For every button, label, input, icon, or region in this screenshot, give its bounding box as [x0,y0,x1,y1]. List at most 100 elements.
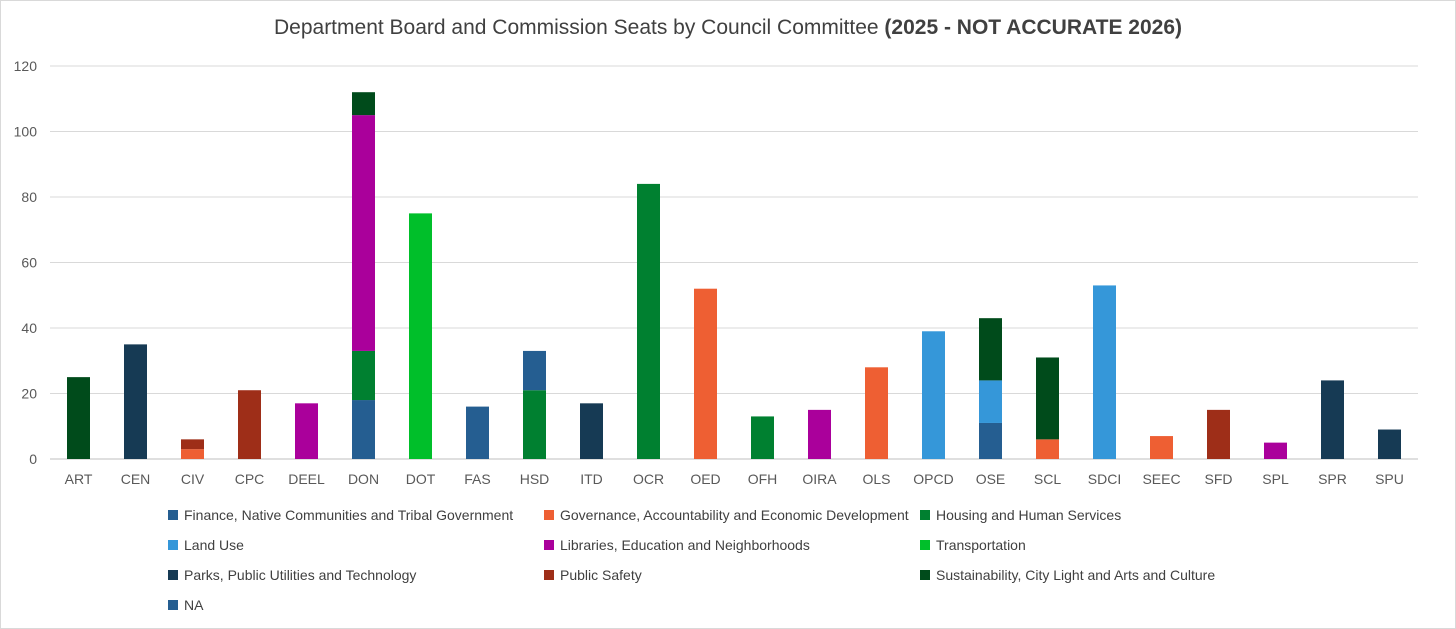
y-tick-label: 0 [29,451,37,467]
gridlines [50,65,1418,460]
legend-swatch [168,600,178,610]
x-tick-label: DEEL [288,471,325,487]
legend-item: Finance, Native Communities and Tribal G… [168,503,513,527]
bar-segment [67,377,90,459]
bar-segment [1150,436,1173,459]
legend-swatch [544,510,554,520]
legend-label: Public Safety [560,567,642,583]
legend-swatch [544,540,554,550]
x-tick-label: SPR [1318,471,1347,487]
bar-segment [580,403,603,459]
legend-item: Housing and Human Services [920,503,1121,527]
bar-segment [751,416,774,459]
x-tick-label: SEEC [1142,471,1180,487]
bar-segment [181,449,204,459]
legend-item: Land Use [168,533,244,557]
bar-segment [352,115,375,351]
bar-segment [181,439,204,450]
x-tick-label: DOT [406,471,436,487]
bar-segment [637,183,660,459]
bar-segment [124,344,147,459]
bars [67,92,1401,459]
x-tick-label: SPU [1375,471,1404,487]
legend-item: Governance, Accountability and Economic … [544,503,909,527]
bar-segment [1036,357,1059,440]
bar-segment [1036,439,1059,459]
legend-swatch [168,540,178,550]
bar-segment [352,92,375,116]
bar-segment [1321,380,1344,459]
legend-swatch [168,510,178,520]
x-tick-label: DON [348,471,379,487]
bar-segment [979,380,1002,423]
bar-segment [1093,285,1116,459]
bar-segment [922,331,945,459]
bar-segment [808,409,831,459]
x-tick-label: ART [65,471,93,487]
legend-label: Housing and Human Services [936,507,1122,523]
legend-item: Transportation [920,533,1026,557]
x-tick-label: HSD [520,471,550,487]
x-tick-label: OFH [748,471,778,487]
bar-segment [409,213,432,459]
bar-segment [1378,429,1401,459]
legend-item: Libraries, Education and Neighborhoods [544,533,810,557]
x-tick-label: CPC [235,471,265,487]
x-tick-label: SDCI [1088,471,1121,487]
x-tick-label: FAS [464,471,490,487]
legend-label: Land Use [184,537,244,553]
chart-title-main: Department Board and Commission Seats by… [273,16,885,39]
bar-segment [238,390,261,459]
legend-label: Sustainability, City Light and Arts and … [936,567,1216,583]
legend-item: Parks, Public Utilities and Technology [168,563,416,587]
bar-segment [466,406,489,459]
bar-segment [352,400,375,459]
legend-swatch [920,540,930,550]
x-tick-label: CEN [121,471,151,487]
x-tick-label: OPCD [913,471,953,487]
legend-label: Libraries, Education and Neighborhoods [560,537,810,553]
chart-title: Department Board and Commission Seats by… [0,16,1456,40]
x-tick-label: SCL [1034,471,1061,487]
legend-item: NA [168,593,203,617]
y-tick-label: 20 [21,386,37,402]
y-tick-label: 100 [14,124,38,140]
bar-segment [694,288,717,459]
legend-label: NA [184,597,204,613]
bar-segment [352,350,375,401]
x-tick-label: OED [690,471,720,487]
chart-title-note: (2025 - NOT ACCURATE 2026) [884,16,1182,39]
y-tick-label: 60 [21,255,37,271]
legend-item: Sustainability, City Light and Arts and … [920,563,1215,587]
x-tick-label: OIRA [802,471,837,487]
legend-label: Parks, Public Utilities and Technology [184,567,417,583]
y-tick-label: 120 [14,58,38,74]
x-axis: ART CEN CIV CPC DEEL DON DOT FAS HSD ITD OCR OED OFH… [65,471,1404,487]
bar-segment [523,350,546,391]
legend-swatch [168,570,178,580]
y-axis: 0 20 40 60 80 100 120 [14,58,38,467]
legend-swatch [920,510,930,520]
legend-label: Governance, Accountability and Economic … [560,507,909,523]
x-tick-label: SPL [1262,471,1289,487]
y-tick-label: 80 [21,189,37,205]
bar-segment [1207,409,1230,459]
x-tick-label: SFD [1205,471,1233,487]
legend-swatch [920,570,930,580]
stacked-bar-chart: 0 20 40 60 80 100 120 ART CEN CIV CPC DEEL DON DOT FA… [14,58,1418,487]
bar-segment [865,367,888,459]
x-tick-label: OCR [633,471,664,487]
bar-segment [523,390,546,459]
x-tick-label: OLS [862,471,890,487]
legend-swatch [544,570,554,580]
legend-label: Transportation [936,537,1026,553]
legend-item: Public Safety [544,563,642,587]
x-tick-label: OSE [976,471,1006,487]
x-tick-label: CIV [181,471,205,487]
legend-label: Finance, Native Communities and Tribal G… [184,507,514,523]
bar-segment [979,318,1002,381]
bar-segment [1264,442,1287,459]
y-tick-label: 40 [21,320,37,336]
bar-segment [295,403,318,459]
x-tick-label: ITD [580,471,603,487]
